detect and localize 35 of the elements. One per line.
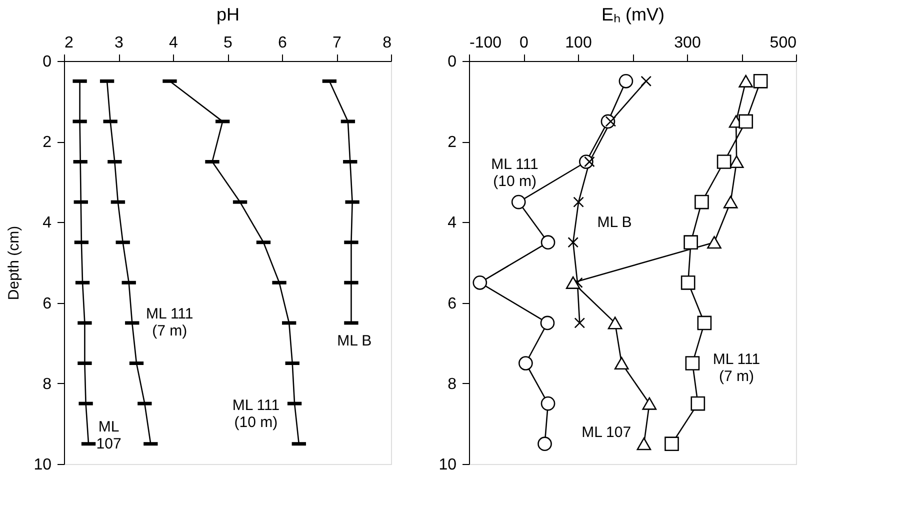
annotation: ML B (597, 214, 632, 232)
y-tick-label: 0 (448, 54, 457, 70)
x-tick-label: 8 (382, 34, 392, 52)
x-axis-title: pH (216, 4, 240, 24)
x-tick-label: -100 (470, 34, 502, 52)
x-tick-label: 3 (114, 34, 124, 52)
y-tick-label: 8 (448, 376, 457, 393)
y-tick-label: 10 (34, 456, 52, 474)
y-tick-label: 2 (42, 134, 52, 152)
x-tick-label: 7 (332, 34, 342, 52)
annotation: ML 111 (7 m) (712, 351, 760, 386)
x-tick-label: 100 (565, 34, 592, 52)
y-tick-label: 0 (42, 54, 52, 70)
y-tick-label: 4 (448, 214, 457, 232)
annotation: ML 111 (10 m) (232, 397, 280, 432)
y-axis-title: Depth (cm) (6, 226, 23, 300)
annotation: ML 107 (582, 424, 632, 441)
annotation: ML 111 (7 m) (146, 305, 194, 340)
x-tick-label: 2 (64, 34, 74, 52)
annotation: ML 107 (96, 418, 122, 453)
x-axis-title: Eₕ (mV) (602, 4, 664, 24)
y-tick-label: 8 (42, 376, 52, 393)
y-tick-label: 6 (42, 295, 52, 312)
x-tick-label: 5 (224, 34, 233, 52)
annotation: ML 111 (10 m) (491, 156, 538, 190)
x-tick-label: 0 (520, 34, 529, 52)
y-tick-label: 2 (448, 134, 457, 152)
annotation: ML B (337, 332, 372, 350)
y-tick-label: 6 (448, 295, 457, 312)
x-tick-label: 4 (169, 34, 178, 52)
x-tick-label: 6 (278, 34, 288, 52)
x-tick-label: 300 (674, 34, 701, 52)
y-tick-label: 4 (42, 214, 52, 232)
y-tick-label: 10 (438, 456, 457, 474)
x-tick-label: 500 (770, 34, 797, 52)
